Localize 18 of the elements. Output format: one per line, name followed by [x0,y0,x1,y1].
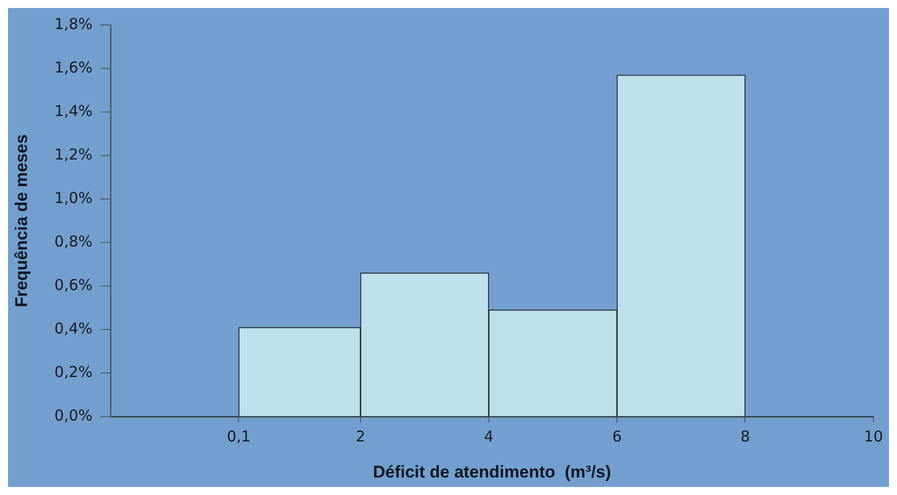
y-tick-label: 1,0% [54,188,93,207]
x-tick-label: 8 [740,427,750,446]
x-axis-title: Déficit de atendimento (m³/s) [372,462,611,482]
x-tick-label: 10 [864,427,884,446]
x-tick-label: 0,1 [226,427,251,446]
y-tick-label: 0,0% [54,406,93,424]
x-tick-label: 2 [356,427,366,446]
y-axis-title: Frequência de meses [12,134,31,308]
y-tick-label: 0,4% [54,319,93,338]
y-tick-label: 1,2% [54,145,93,164]
y-tick-label: 1,8% [54,14,93,33]
y-tick-label: 1,6% [54,58,93,76]
y-tick-label: 1,4% [54,102,93,120]
y-tick-label: 0,8% [54,232,93,250]
x-tick-label: 6 [612,427,622,446]
y-tick-label: 0,2% [54,362,93,381]
x-tick-label: 4 [484,427,494,446]
y-tick-label: 0,6% [54,276,93,294]
